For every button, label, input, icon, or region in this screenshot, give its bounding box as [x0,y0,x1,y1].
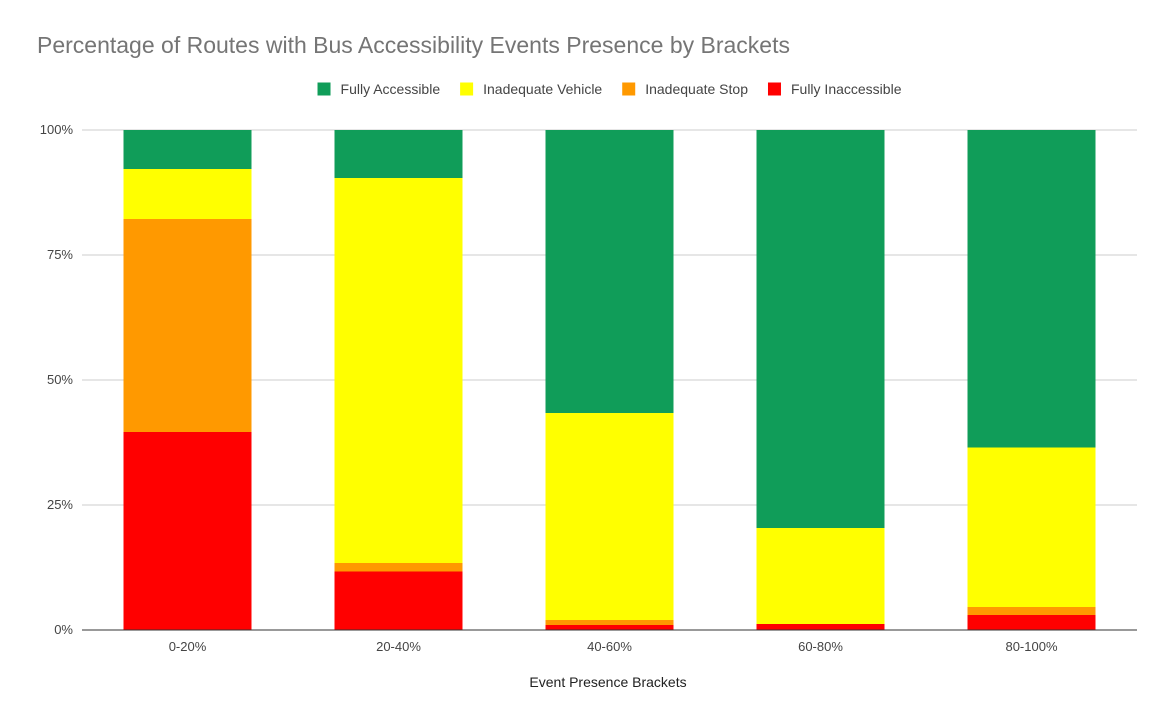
bar-segment-fully-inaccessible [545,625,674,630]
legend-label: Inadequate Vehicle [483,81,602,97]
bar-segment-fully-inaccessible [123,432,252,630]
x-tick-label: 20-40% [376,639,421,654]
chart-title: Percentage of Routes with Bus Accessibil… [37,32,790,58]
bar-segment-inadequate-vehicle [756,528,885,624]
bar-segment-inadequate-vehicle [545,413,674,620]
legend-item-inadequate-stop: Inadequate Stop [622,81,748,97]
legend-swatch [622,82,636,96]
bar-segment-inadequate-vehicle [123,169,252,219]
y-tick-label: 100% [40,122,74,137]
x-tick-label: 40-60% [587,639,632,654]
x-tick-label: 80-100% [1005,639,1057,654]
bar-segment-fully-inaccessible [334,571,463,630]
y-tick-label: 0% [54,622,73,637]
bar-segment-fully-inaccessible [967,615,1096,630]
legend-item-fully-inaccessible: Fully Inaccessible [767,81,902,97]
x-tick-label: 0-20% [169,639,207,654]
bar-segment-inadequate-stop [334,563,463,572]
y-tick-label: 75% [47,247,73,262]
bar-segment-fully-accessible [123,130,252,169]
y-tick-label: 50% [47,372,73,387]
bar-segment-fully-inaccessible [756,624,885,630]
legend-swatch [767,82,781,96]
x-axis-title: Event Presence Brackets [529,674,686,690]
bar-segment-inadequate-stop [123,219,252,432]
bar-segment-fully-accessible [967,130,1096,448]
bar-group [967,130,1096,630]
bar-segment-inadequate-stop [967,607,1096,615]
x-tick-label: 60-80% [798,639,843,654]
bar-segment-inadequate-vehicle [334,178,463,563]
bar-group [334,130,463,630]
legend-swatch [460,82,474,96]
bar-group [756,130,885,630]
bar-group [545,130,674,630]
legend: Fully Accessible Inadequate Vehicle Inadeq… [317,81,902,97]
legend-item-inadequate-vehicle: Inadequate Vehicle [460,81,602,97]
bar-segment-inadequate-vehicle [967,447,1096,607]
y-tick-label: 25% [47,497,73,512]
legend-swatch [317,82,331,96]
legend-label: Inadequate Stop [645,81,748,97]
y-axis-ticks: 0% 25% 50% 75% 100% [40,122,74,637]
bar-group [123,130,252,630]
bars [123,130,1096,630]
bar-segment-inadequate-stop [545,620,674,625]
bar-segment-fully-accessible [756,130,885,528]
x-axis-ticks: 0-20% 20-40% 40-60% 60-80% 80-100% [169,639,1058,654]
bar-segment-fully-accessible [545,130,674,413]
bar-segment-fully-accessible [334,130,463,178]
legend-item-fully-accessible: Fully Accessible [317,81,441,97]
legend-label: Fully Inaccessible [791,81,902,97]
legend-label: Fully Accessible [341,81,441,97]
